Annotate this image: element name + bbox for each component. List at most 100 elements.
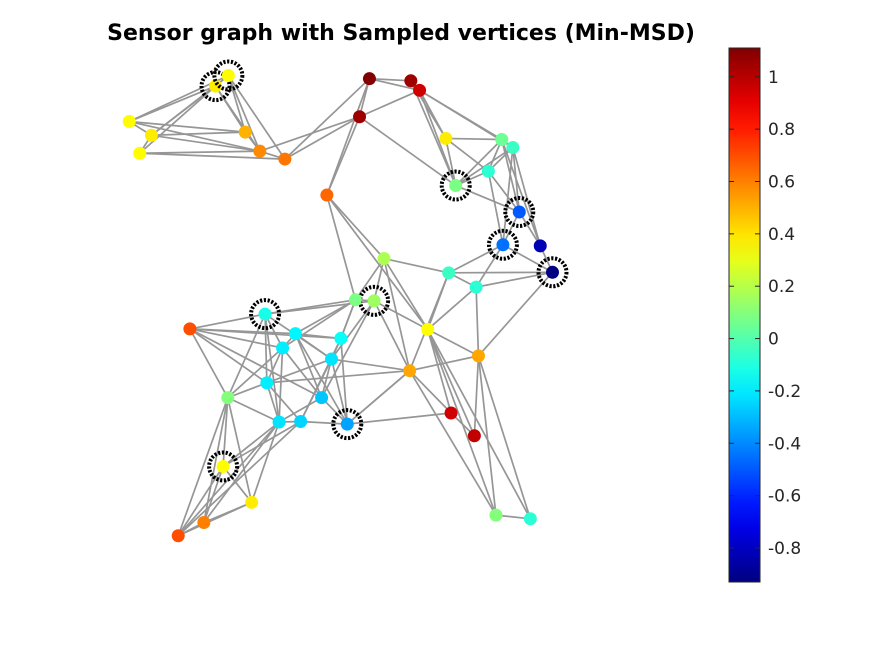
graph-vertex [442, 266, 456, 280]
graph-vertex [421, 322, 435, 336]
graph-nodes [122, 59, 569, 543]
graph-vertex [325, 352, 339, 366]
graph-edge [369, 77, 420, 92]
graph-edge [426, 329, 532, 520]
graph-edge [487, 170, 520, 213]
graph-edge [326, 78, 371, 196]
graph-edge [475, 287, 480, 356]
graph-vertex [294, 414, 308, 428]
graph-edge [512, 147, 521, 213]
graph-vertex [506, 140, 520, 154]
graph-vertex [449, 179, 463, 193]
graph-vertex [260, 376, 274, 390]
graph-edge [445, 137, 489, 172]
colorbar-tick-label: 0 [768, 330, 779, 350]
graph-vertex [545, 265, 559, 279]
graph-vertex [512, 205, 526, 219]
graph-edge [266, 382, 280, 423]
sampled-vertex-marker [439, 169, 472, 202]
graph-edge [284, 116, 360, 160]
graph-edge [445, 137, 502, 141]
graph-edge [326, 194, 357, 301]
graph-edge [340, 299, 357, 339]
graph-vertex [489, 508, 503, 522]
graph-edge [512, 147, 542, 247]
graph-edge [129, 120, 246, 133]
graph-edge [189, 328, 229, 399]
graph-vertex [144, 128, 158, 142]
graph-vertex [288, 327, 302, 341]
graph-edge [326, 116, 361, 196]
graph-vertex [278, 152, 292, 166]
colorbar-ticks: 1 0.8 0.6 0.4 0.2 0 -0.2 -0.4 -0.6 -0.8 [729, 68, 801, 559]
graph-vertex [171, 529, 185, 543]
graph-edge [177, 465, 224, 537]
graph-edge [427, 328, 479, 357]
graph-edge [300, 420, 348, 425]
graph-edge [281, 347, 323, 399]
graph-edge [129, 120, 261, 152]
graph-edge [227, 75, 247, 133]
graph-edge [427, 286, 477, 331]
graph-edge [227, 347, 284, 399]
graph-edge [226, 397, 253, 503]
graph-vertex [216, 459, 230, 473]
graph-vertex [258, 307, 272, 321]
graph-vertex [469, 280, 483, 294]
graph-edge [418, 89, 447, 139]
graph-edge [448, 271, 553, 274]
sampled-vertex-marker [331, 408, 364, 441]
graph-vertex [133, 146, 147, 160]
graph-vertex [362, 72, 376, 86]
graph-edge [250, 421, 280, 503]
graph-edge [383, 257, 449, 274]
graph-edge [259, 115, 360, 152]
graph-edge [518, 211, 541, 247]
graph-vertex [533, 239, 547, 253]
graph-vertex [272, 415, 286, 429]
graph-edge [227, 396, 280, 423]
graph-edge [295, 332, 341, 340]
colorbar-tick-label: -0.8 [768, 539, 801, 559]
graph-edge [502, 147, 514, 245]
graph-edge [151, 131, 246, 137]
colorbar-gradient [728, 47, 761, 583]
graph-edge [278, 347, 284, 423]
graph-edge [477, 355, 532, 520]
graph-edge [264, 314, 268, 383]
graph-vertex [221, 391, 235, 405]
graph-edge [359, 116, 457, 187]
graph-vertex [377, 252, 391, 266]
sampled-vertex-marker [503, 195, 536, 228]
graph-edge [222, 421, 280, 468]
colorbar-tick-label: 0.2 [768, 277, 795, 297]
sampled-vertex-marker [486, 228, 519, 261]
graph-edge [475, 271, 553, 288]
graph-edge [139, 85, 217, 154]
graph-edge [347, 412, 452, 425]
graph-vertex [315, 391, 329, 405]
graph-edge [354, 258, 385, 301]
graph-vertex [122, 115, 136, 129]
graph-edge [330, 358, 349, 425]
graph-edge [326, 194, 429, 330]
graph-edge [426, 329, 497, 516]
graph-edge [266, 382, 302, 423]
graph-vertex [353, 110, 367, 124]
sampled-vertex-marker [207, 450, 240, 483]
chart-title: Sensor graph with Sampled vertices (Min-… [107, 21, 695, 46]
graph-edge [502, 244, 553, 274]
colorbar-tick-label: 0.8 [768, 120, 795, 140]
graph-vertex [367, 294, 381, 308]
graph-edge [203, 466, 224, 523]
graph-edge [177, 420, 302, 537]
graph-edge [426, 329, 476, 437]
graph-edge [189, 328, 283, 349]
graph-vertex [413, 83, 427, 97]
graph-vertex [320, 188, 334, 202]
colorbar-tick-label: -0.4 [768, 434, 801, 454]
graph-vertex [481, 164, 495, 178]
graph-edge [320, 300, 375, 399]
graph-edge [299, 358, 333, 422]
